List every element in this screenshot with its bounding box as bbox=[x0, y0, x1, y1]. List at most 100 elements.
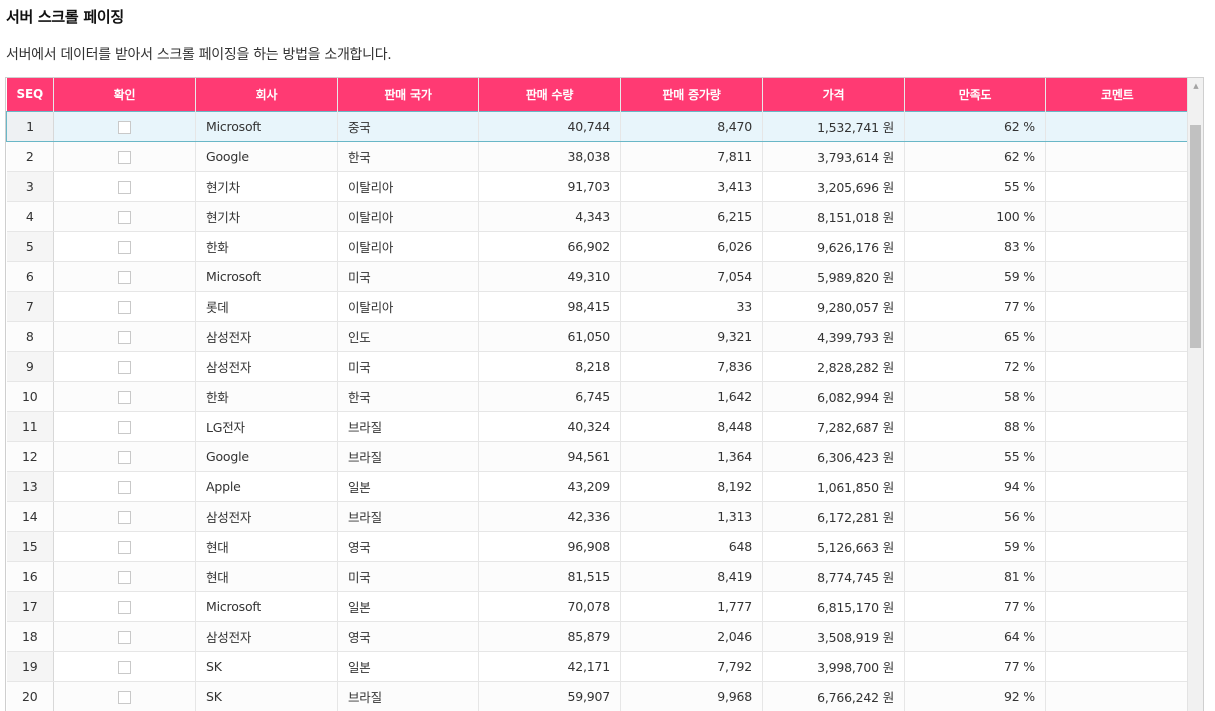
quantity-cell[interactable]: 49,310 bbox=[478, 261, 621, 292]
price-cell[interactable]: 9,280,057 원 bbox=[762, 291, 905, 322]
confirm-cell[interactable] bbox=[53, 351, 196, 382]
table-row[interactable]: 16 현대 미국 81,515 8,419 8,774,745 원 81 % bbox=[6, 561, 1188, 592]
satisfaction-cell[interactable]: 62 % bbox=[904, 110, 1046, 142]
column-header-price[interactable]: 가격 bbox=[762, 78, 905, 111]
confirm-cell[interactable] bbox=[53, 471, 196, 502]
country-cell[interactable]: 영국 bbox=[337, 531, 479, 562]
confirm-cell[interactable] bbox=[53, 141, 196, 172]
table-row[interactable]: 15 현대 영국 96,908 648 5,126,663 원 59 % bbox=[6, 531, 1188, 562]
quantity-cell[interactable]: 96,908 bbox=[478, 531, 621, 562]
country-cell[interactable]: 이탈리아 bbox=[337, 231, 479, 262]
increase-cell[interactable]: 6,026 bbox=[620, 231, 763, 262]
country-cell[interactable]: 미국 bbox=[337, 261, 479, 292]
confirm-cell[interactable] bbox=[53, 651, 196, 682]
satisfaction-cell[interactable]: 55 % bbox=[904, 171, 1046, 202]
company-cell[interactable]: Microsoft bbox=[195, 591, 338, 622]
country-cell[interactable]: 한국 bbox=[337, 381, 479, 412]
country-cell[interactable]: 인도 bbox=[337, 321, 479, 352]
quantity-cell[interactable]: 40,744 bbox=[478, 110, 621, 142]
company-cell[interactable]: SK bbox=[195, 651, 338, 682]
column-header-comment[interactable]: 코멘트 bbox=[1045, 78, 1188, 111]
comment-cell[interactable] bbox=[1045, 561, 1188, 592]
company-cell[interactable]: Microsoft bbox=[195, 110, 338, 142]
comment-cell[interactable] bbox=[1045, 501, 1188, 532]
table-row[interactable]: 6 Microsoft 미국 49,310 7,054 5,989,820 원 59 % bbox=[6, 261, 1188, 292]
data-grid[interactable]: SEQ 확인 회사 판매 국가 판매 수량 판매 증가량 가격 만족도 코멘트 … bbox=[5, 77, 1204, 711]
confirm-checkbox[interactable] bbox=[118, 390, 131, 404]
comment-cell[interactable] bbox=[1045, 471, 1188, 502]
price-cell[interactable]: 5,126,663 원 bbox=[762, 531, 905, 562]
comment-cell[interactable] bbox=[1045, 411, 1188, 442]
comment-cell[interactable] bbox=[1045, 381, 1188, 412]
table-row[interactable]: 2 Google 한국 38,038 7,811 3,793,614 원 62 % bbox=[6, 141, 1188, 172]
quantity-cell[interactable]: 42,336 bbox=[478, 501, 621, 532]
confirm-checkbox[interactable] bbox=[118, 480, 131, 494]
company-cell[interactable]: Google bbox=[195, 441, 338, 472]
confirm-cell[interactable] bbox=[53, 501, 196, 532]
country-cell[interactable]: 미국 bbox=[337, 351, 479, 382]
country-cell[interactable]: 한국 bbox=[337, 141, 479, 172]
column-header-check[interactable]: 확인 bbox=[53, 78, 196, 111]
increase-cell[interactable]: 8,470 bbox=[620, 110, 763, 142]
company-cell[interactable]: 롯데 bbox=[195, 291, 338, 322]
arrow-up-icon[interactable]: ▲ bbox=[1193, 82, 1199, 90]
table-row[interactable]: 10 한화 한국 6,745 1,642 6,082,994 원 58 % bbox=[6, 381, 1188, 412]
increase-cell[interactable]: 7,811 bbox=[620, 141, 763, 172]
confirm-cell[interactable] bbox=[53, 591, 196, 622]
quantity-cell[interactable]: 59,907 bbox=[478, 681, 621, 711]
company-cell[interactable]: 현기차 bbox=[195, 201, 338, 232]
price-cell[interactable]: 1,532,741 원 bbox=[762, 110, 905, 142]
table-row[interactable]: 4 현기차 이탈리아 4,343 6,215 8,151,018 원 100 % bbox=[6, 201, 1188, 232]
comment-cell[interactable] bbox=[1045, 621, 1188, 652]
table-row[interactable]: 9 삼성전자 미국 8,218 7,836 2,828,282 원 72 % bbox=[6, 351, 1188, 382]
quantity-cell[interactable]: 81,515 bbox=[478, 561, 621, 592]
confirm-checkbox[interactable] bbox=[118, 690, 131, 704]
comment-cell[interactable] bbox=[1045, 231, 1188, 262]
confirm-cell[interactable] bbox=[53, 561, 196, 592]
confirm-checkbox[interactable] bbox=[118, 420, 131, 434]
satisfaction-cell[interactable]: 64 % bbox=[904, 621, 1046, 652]
increase-cell[interactable]: 8,419 bbox=[620, 561, 763, 592]
column-header-country[interactable]: 판매 국가 bbox=[337, 78, 479, 111]
comment-cell[interactable] bbox=[1045, 441, 1188, 472]
quantity-cell[interactable]: 38,038 bbox=[478, 141, 621, 172]
satisfaction-cell[interactable]: 58 % bbox=[904, 381, 1046, 412]
comment-cell[interactable] bbox=[1045, 531, 1188, 562]
vertical-scrollbar[interactable]: ▲ bbox=[1187, 78, 1203, 711]
company-cell[interactable]: 현대 bbox=[195, 561, 338, 592]
confirm-checkbox[interactable] bbox=[118, 540, 131, 554]
country-cell[interactable]: 영국 bbox=[337, 621, 479, 652]
quantity-cell[interactable]: 42,171 bbox=[478, 651, 621, 682]
confirm-checkbox[interactable] bbox=[118, 300, 131, 314]
confirm-cell[interactable] bbox=[53, 531, 196, 562]
satisfaction-cell[interactable]: 77 % bbox=[904, 291, 1046, 322]
comment-cell[interactable] bbox=[1045, 201, 1188, 232]
company-cell[interactable]: Google bbox=[195, 141, 338, 172]
quantity-cell[interactable]: 43,209 bbox=[478, 471, 621, 502]
quantity-cell[interactable]: 94,561 bbox=[478, 441, 621, 472]
confirm-checkbox[interactable] bbox=[118, 150, 131, 164]
country-cell[interactable]: 일본 bbox=[337, 651, 479, 682]
confirm-checkbox[interactable] bbox=[118, 180, 131, 194]
price-cell[interactable]: 3,508,919 원 bbox=[762, 621, 905, 652]
quantity-cell[interactable]: 4,343 bbox=[478, 201, 621, 232]
country-cell[interactable]: 이탈리아 bbox=[337, 291, 479, 322]
satisfaction-cell[interactable]: 77 % bbox=[904, 651, 1046, 682]
comment-cell[interactable] bbox=[1045, 651, 1188, 682]
confirm-cell[interactable] bbox=[53, 171, 196, 202]
confirm-checkbox[interactable] bbox=[118, 240, 131, 254]
satisfaction-cell[interactable]: 72 % bbox=[904, 351, 1046, 382]
table-row[interactable]: 7 롯데 이탈리아 98,415 33 9,280,057 원 77 % bbox=[6, 291, 1188, 322]
confirm-cell[interactable] bbox=[53, 381, 196, 412]
price-cell[interactable]: 1,061,850 원 bbox=[762, 471, 905, 502]
confirm-checkbox[interactable] bbox=[118, 660, 131, 674]
country-cell[interactable]: 미국 bbox=[337, 561, 479, 592]
table-row[interactable]: 14 삼성전자 브라질 42,336 1,313 6,172,281 원 56 % bbox=[6, 501, 1188, 532]
comment-cell[interactable] bbox=[1045, 110, 1188, 142]
satisfaction-cell[interactable]: 94 % bbox=[904, 471, 1046, 502]
price-cell[interactable]: 3,793,614 원 bbox=[762, 141, 905, 172]
price-cell[interactable]: 2,828,282 원 bbox=[762, 351, 905, 382]
quantity-cell[interactable]: 40,324 bbox=[478, 411, 621, 442]
comment-cell[interactable] bbox=[1045, 141, 1188, 172]
table-row[interactable]: 3 현기차 이탈리아 91,703 3,413 3,205,696 원 55 % bbox=[6, 171, 1188, 202]
